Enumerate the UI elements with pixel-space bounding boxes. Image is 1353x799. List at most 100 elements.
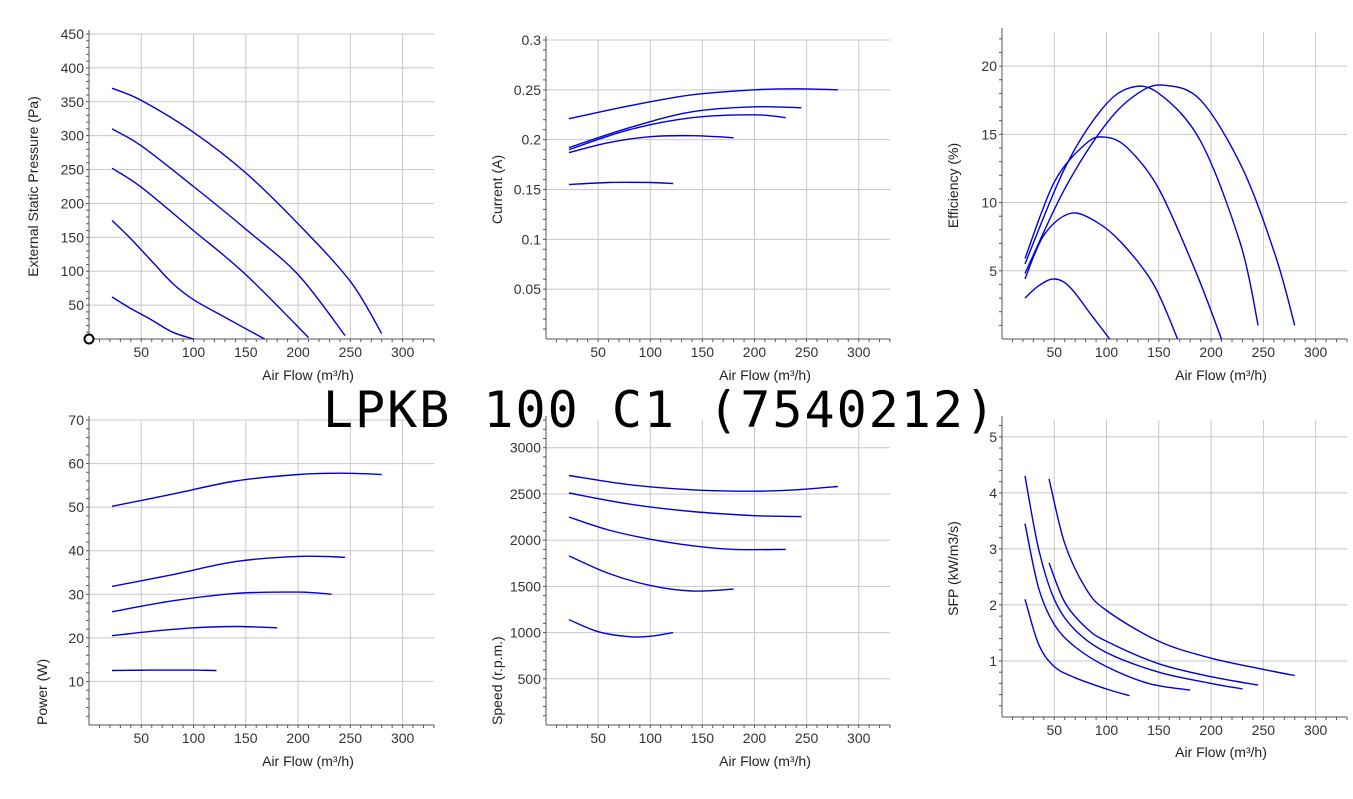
y-tick-label: 5 xyxy=(989,429,997,445)
product-title: LPKB 100 C1 (7540212) xyxy=(323,381,997,439)
x-tick-label: 100 xyxy=(182,730,206,746)
x-tick-label: 250 xyxy=(339,730,363,746)
x-tick-label: 100 xyxy=(182,344,206,360)
y-tick-label: 15 xyxy=(981,126,997,142)
chart-sfp: 50 100 150 200 250 300 1 2 3 4 5 Air Flow (m³/h) SFP… xyxy=(945,416,1348,760)
series-line-4 xyxy=(1024,523,1191,691)
series-line-4 xyxy=(568,555,734,592)
x-axis-label: Air Flow (m³/h) xyxy=(719,753,811,769)
x-axis-label: Air Flow (m³/h) xyxy=(1175,744,1267,760)
x-tick-label: 200 xyxy=(1199,344,1223,360)
y-tick-label: 450 xyxy=(61,26,85,42)
y-tick-label: 2000 xyxy=(510,532,541,548)
series-line-1 xyxy=(1048,478,1295,677)
series-line-1 xyxy=(111,87,383,334)
y-tick-label: 3000 xyxy=(510,440,541,456)
x-tick-label: 150 xyxy=(234,730,258,746)
x-tick-label: 250 xyxy=(1252,722,1276,738)
y-tick-label: 1000 xyxy=(510,625,541,641)
y-tick-label: 0.25 xyxy=(514,82,541,98)
series-line-2 xyxy=(568,492,802,518)
y-tick-label: 0.05 xyxy=(514,281,541,297)
y-tick-label: 0.15 xyxy=(514,182,541,198)
series-line-2 xyxy=(111,555,346,588)
y-tick-label: 350 xyxy=(61,94,85,110)
y-tick-label: 150 xyxy=(61,229,85,245)
x-tick-label: 50 xyxy=(133,344,149,360)
series-line-1 xyxy=(568,88,838,120)
y-axis-label: Speed (r.p.m.) xyxy=(489,636,505,725)
series-line-5 xyxy=(1024,278,1111,340)
y-axis-label: External Static Pressure (Pa) xyxy=(25,96,41,277)
x-tick-label: 200 xyxy=(743,730,767,746)
x-tick-label: 50 xyxy=(590,344,606,360)
series-line-5 xyxy=(1024,599,1130,697)
series-line-2 xyxy=(1048,562,1259,686)
x-tick-label: 200 xyxy=(286,730,310,746)
series-line-2 xyxy=(1024,85,1259,326)
series-line-5 xyxy=(568,618,674,638)
series-line-2 xyxy=(111,128,346,337)
y-tick-label: 50 xyxy=(68,297,84,313)
x-tick-label: 100 xyxy=(1095,722,1119,738)
y-axis-label: Efficiency (%) xyxy=(945,143,961,228)
series-line-3 xyxy=(568,114,786,151)
chart-speed: 50 100 150 200 250 300 500 1000 1500 2000 2500 3000… xyxy=(489,416,891,769)
y-axis-label: Power (W) xyxy=(34,659,50,725)
x-tick-label: 50 xyxy=(1046,344,1062,360)
series-line-1 xyxy=(1024,84,1296,326)
x-tick-label: 300 xyxy=(847,344,871,360)
x-tick-label: 100 xyxy=(1095,344,1119,360)
x-tick-label: 100 xyxy=(639,730,663,746)
series-line-5 xyxy=(111,296,194,340)
chart-power: 50 100 150 200 250 300 10 20 30 40 50 60 70 Air Flow … xyxy=(34,412,435,769)
x-tick-label: 150 xyxy=(234,344,258,360)
x-tick-label: 250 xyxy=(1252,344,1276,360)
x-tick-label: 50 xyxy=(133,730,149,746)
x-tick-label: 250 xyxy=(795,730,819,746)
y-tick-label: 0.1 xyxy=(522,231,542,247)
y-tick-label: 4 xyxy=(989,485,997,501)
y-tick-label: 60 xyxy=(68,456,84,472)
y-tick-label: 0.3 xyxy=(522,32,542,48)
series-line-1 xyxy=(111,472,382,507)
chart-efficiency: 50 100 150 200 250 300 5 10 15 20 Air Flow (m³/h) E… xyxy=(945,28,1348,383)
x-tick-label: 150 xyxy=(691,730,715,746)
y-tick-label: 0.2 xyxy=(522,132,542,148)
y-tick-label: 500 xyxy=(518,671,542,687)
x-tick-label: 300 xyxy=(847,730,871,746)
origin-marker xyxy=(83,333,95,345)
x-tick-label: 150 xyxy=(1147,344,1171,360)
series-line-4 xyxy=(1024,212,1179,340)
x-axis-label: Air Flow (m³/h) xyxy=(262,753,354,769)
x-tick-label: 250 xyxy=(339,344,363,360)
y-tick-label: 20 xyxy=(68,630,84,646)
x-tick-label: 50 xyxy=(590,730,606,746)
series-line-2 xyxy=(568,105,802,149)
x-tick-label: 200 xyxy=(286,344,310,360)
y-tick-label: 200 xyxy=(61,195,85,211)
y-tick-label: 30 xyxy=(68,586,84,602)
x-tick-label: 50 xyxy=(1046,722,1062,738)
x-tick-label: 300 xyxy=(1304,344,1328,360)
y-axis-label: Current (A) xyxy=(489,155,505,224)
y-tick-label: 5 xyxy=(989,263,997,279)
charts-group: 50 100 150 200 250 30050100150200250300350400… xyxy=(25,26,1348,769)
x-axis-label: Air Flow (m³/h) xyxy=(262,367,354,383)
y-tick-label: 10 xyxy=(68,673,84,689)
series-line-3 xyxy=(111,167,309,339)
series-line-1 xyxy=(568,474,838,492)
x-tick-label: 250 xyxy=(795,344,819,360)
series-line-3 xyxy=(1024,136,1223,340)
x-tick-label: 150 xyxy=(691,344,715,360)
y-tick-label: 40 xyxy=(68,543,84,559)
y-tick-label: 1500 xyxy=(510,578,541,594)
y-tick-label: 100 xyxy=(61,263,85,279)
x-tick-label: 300 xyxy=(391,730,415,746)
y-tick-label: 70 xyxy=(68,412,84,428)
x-tick-label: 150 xyxy=(1147,722,1171,738)
x-tick-label: 100 xyxy=(639,344,663,360)
y-tick-label: 2 xyxy=(989,597,997,613)
x-axis-label: Air Flow (m³/h) xyxy=(1175,367,1267,383)
